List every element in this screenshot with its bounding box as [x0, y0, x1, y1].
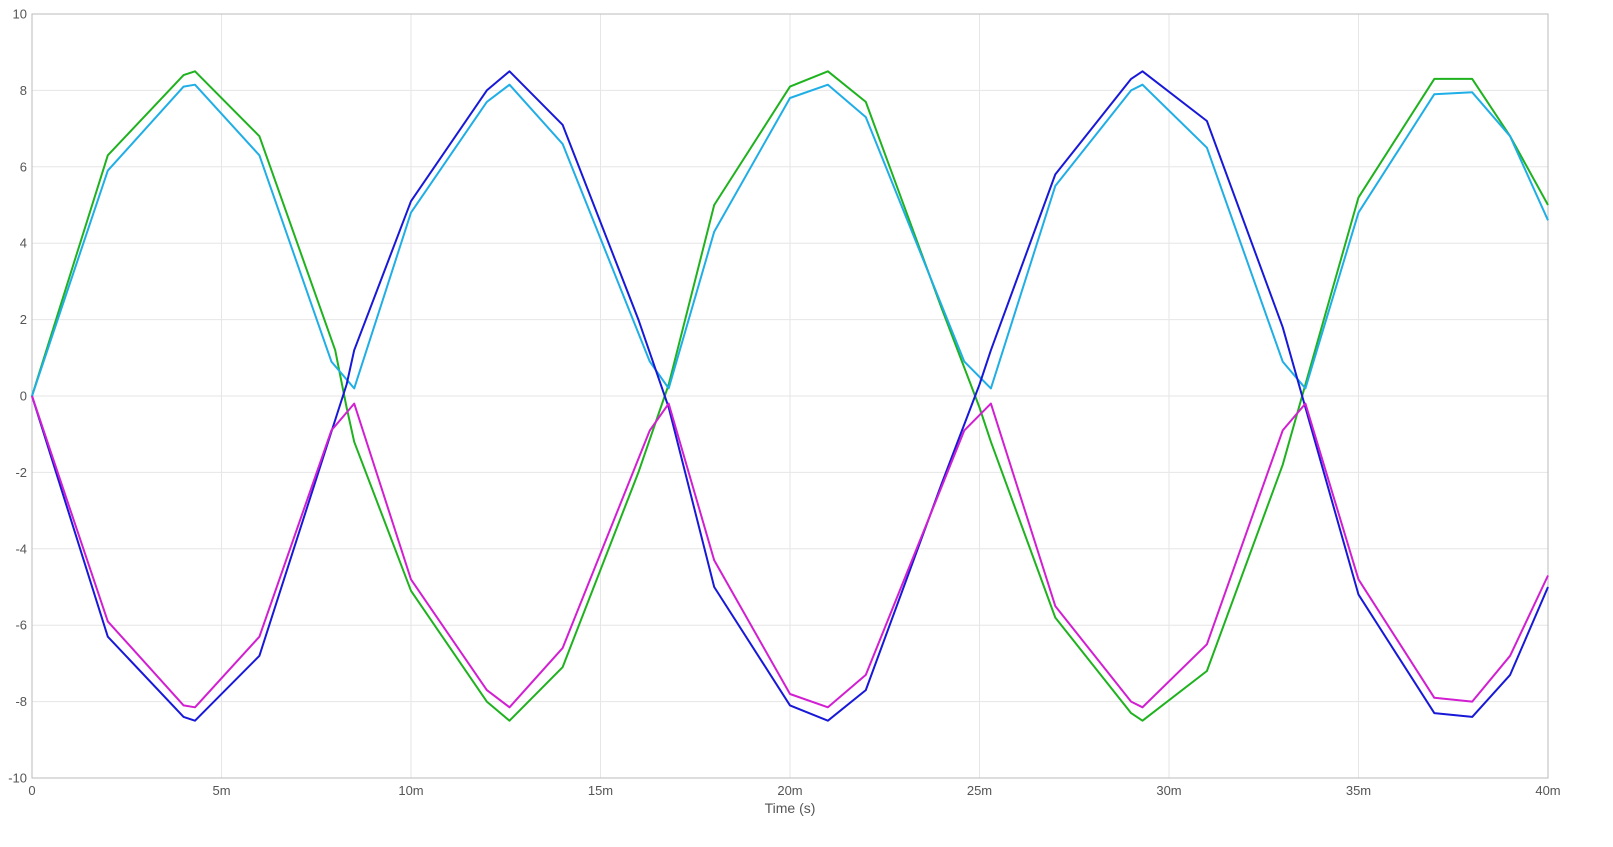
x-tick-label: 30m	[1156, 783, 1181, 798]
x-axis-title: Time (s)	[765, 800, 816, 816]
x-tick-label: 15m	[588, 783, 613, 798]
y-tick-label: -2	[15, 465, 27, 480]
series-group	[31, 70, 1549, 722]
series-line-1	[31, 70, 1549, 722]
series-line-2	[31, 83, 1549, 397]
y-tick-label: -10	[8, 771, 27, 786]
y-axis-ticks: -10 -8 -6 -4 -2 0 2 4 6 8 10	[8, 7, 27, 786]
grid	[31, 13, 1549, 779]
y-tick-label: 2	[20, 312, 27, 327]
y-tick-label: -6	[15, 618, 27, 633]
y-tick-label: 8	[20, 83, 27, 98]
y-tick-label: -4	[15, 541, 27, 556]
x-tick-label: 25m	[967, 783, 992, 798]
x-tick-label: 5m	[212, 783, 230, 798]
x-tick-label: 20m	[777, 783, 802, 798]
y-tick-label: 10	[13, 7, 27, 22]
y-tick-label: 0	[20, 389, 27, 404]
y-tick-label: -8	[15, 694, 27, 709]
y-tick-label: 6	[20, 159, 27, 174]
x-tick-label: 0	[28, 783, 35, 798]
x-axis-ticks: 0 5m 10m 15m 20m 25m 30m 35m 40m	[28, 783, 1560, 798]
x-tick-label: 35m	[1346, 783, 1371, 798]
series-line-4	[31, 395, 1549, 709]
series-line-3	[31, 70, 1549, 722]
y-tick-label: 4	[20, 236, 27, 251]
x-tick-label: 40m	[1535, 783, 1560, 798]
x-tick-label: 10m	[398, 783, 423, 798]
